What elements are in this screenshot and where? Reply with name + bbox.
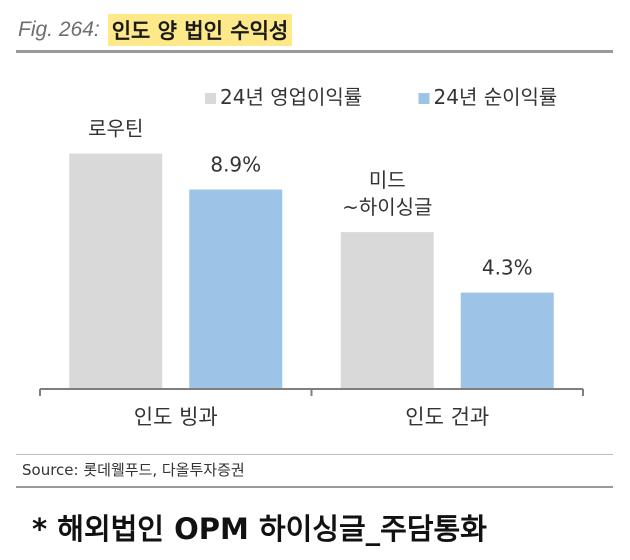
top-rule: [16, 50, 613, 53]
category-label-1: 인도 빙과: [134, 405, 218, 429]
data-label-2-1: 8.9%: [210, 152, 261, 176]
figure-number: Fig. 264:: [18, 18, 100, 41]
bar-1-2: [340, 232, 434, 389]
category-label-2: 인도 건과: [405, 405, 489, 429]
legend-swatch-2: [418, 93, 430, 104]
legend-label-2: 24년 순이익률: [434, 85, 558, 109]
data-label-1-2: 미드 ~하이싱글: [342, 168, 432, 219]
data-label-1-1: 로우틴: [88, 117, 143, 141]
figure-title: 인도 양 법인 수익성: [107, 14, 293, 46]
figure-header: Fig. 264: 인도 양 법인 수익성: [18, 14, 293, 46]
source-text: Source: 롯데웰푸드, 다올투자증권: [22, 461, 245, 479]
bar-1-1: [69, 153, 163, 389]
bar-2-1: [189, 189, 283, 389]
data-label-2-2: 4.3%: [482, 256, 533, 280]
bottom-rule: [16, 486, 613, 488]
bar-2-2: [460, 292, 554, 389]
footnote: * 해외법인 OPM 하이싱글_주담통화: [32, 512, 487, 546]
legend-label-1: 24년 영업이익률: [220, 85, 362, 109]
legend-swatch-1: [205, 93, 216, 104]
source-rule: [16, 454, 613, 455]
